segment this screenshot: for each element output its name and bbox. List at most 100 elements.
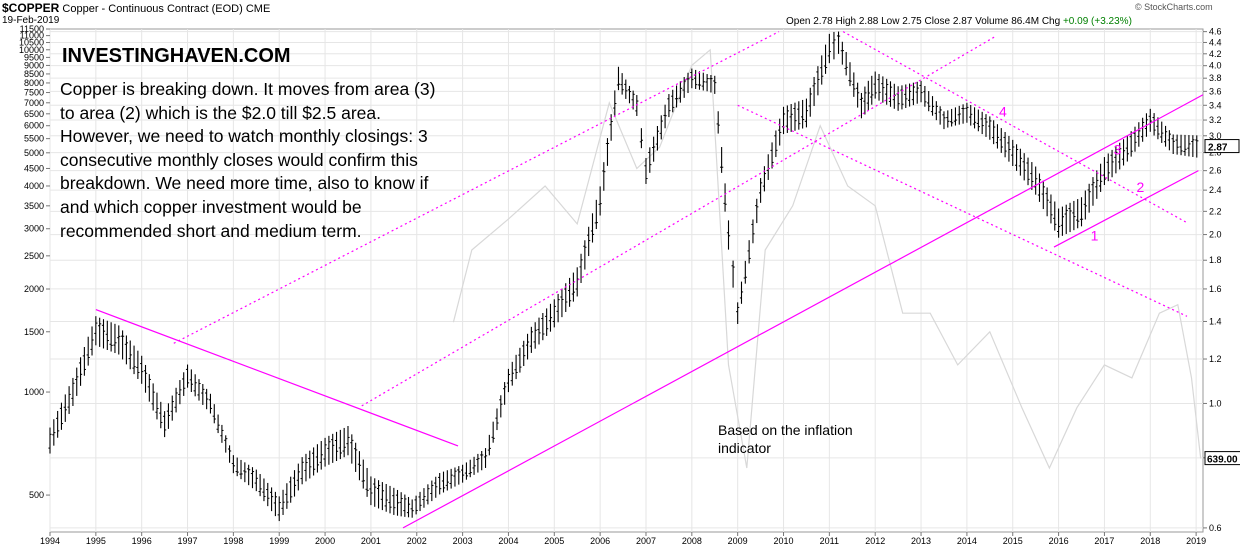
price-bar [705,74,709,92]
price-bar [296,463,300,491]
right-tick-label: 1.4 [1209,316,1222,326]
price-bar [1091,177,1095,206]
note-line: indicator [718,440,771,456]
left-tick-label: 7500 [24,88,44,98]
trendline [361,36,995,407]
right-tick-label: 3.2 [1209,115,1222,125]
comment-line: Copper is breaking down. It moves from a… [60,79,436,99]
price-bar [334,431,339,462]
right-tick-label: 3.8 [1209,73,1222,83]
price-bar [1171,134,1175,155]
brand-title: INVESTINGHAVEN.COM [62,45,291,67]
price-bar [560,288,564,318]
price-bar [373,478,377,507]
price-bar [627,85,632,104]
price-bar [476,453,480,473]
price-bar [357,451,362,481]
price-bar [75,367,79,396]
price-bar [1076,199,1080,229]
left-tick-label: 2000 [24,284,44,294]
price-bar [205,388,209,410]
price-bar [392,487,396,515]
price-bar [292,470,297,497]
overlay-last-box [1204,451,1240,466]
price-bar [682,77,686,98]
price-bar [449,468,453,489]
price-bar [950,108,954,127]
price-bar [856,82,860,108]
area-label-4: 4 [999,103,1007,119]
price-bar [583,240,587,270]
price-bar [346,425,350,456]
left-tick-label: 5000 [24,148,44,158]
price-bar [988,116,992,140]
price-bar [117,325,121,355]
price-bar [403,494,407,517]
price-bar [1133,126,1137,152]
price-bar [1167,130,1171,151]
left-tick-label: 10500 [19,38,44,48]
price-bar [816,66,820,96]
price-bar [984,114,988,137]
price-bar [690,68,694,89]
price-bar [1083,190,1087,220]
x-tick-label: 1998 [223,536,243,546]
price-bar [1179,134,1183,156]
price-bar [124,335,129,365]
price-bar [445,470,449,491]
price-bar [1007,135,1011,162]
price-bar [410,499,414,518]
price-bar [208,393,213,414]
price-bar [778,118,782,146]
open-label: Open [786,16,811,27]
price-bar [174,387,178,413]
price-bar [930,96,935,116]
price-bar [739,281,744,304]
x-tick-label: 2017 [1094,536,1114,546]
price-bar [934,101,938,121]
price-bar [193,374,197,397]
inflation-indicator-line [452,48,1202,470]
note-line: Based on the inflation [718,422,853,438]
price-bar [369,476,373,506]
comment-line: consecutive monthly closes would confirm… [60,149,418,170]
symbol: $COPPER [2,1,60,15]
price-bar [873,71,877,99]
chg-value: +0.09 (+3.23%) [1062,16,1132,27]
price-bar [468,459,472,478]
price-bar [613,90,617,116]
price-bar [1195,135,1199,158]
price-bar [840,41,844,65]
price-bar [747,240,751,264]
x-tick-label: 1996 [132,536,152,546]
price-bar [1056,208,1061,238]
price-bar [491,421,495,443]
price-bar [82,346,86,376]
price-bar [426,484,430,505]
price-bar [877,73,881,101]
price-bar [832,31,836,60]
left-tick-label: 6500 [24,109,44,119]
price-bar [1041,180,1045,210]
x-tick-label: 2006 [590,536,610,546]
x-tick-label: 2004 [498,536,518,546]
price-bar [999,128,1003,153]
close-value: 2.87 [952,16,973,27]
price-bar [1003,132,1007,158]
price-bar [98,317,102,347]
price-bar [770,142,774,169]
price-bar [518,347,522,373]
right-tick-label: 1.2 [1209,354,1222,364]
price-bar [797,101,801,130]
price-bar [1156,117,1160,140]
price-bar [319,441,323,470]
trendline [402,94,1204,529]
high-value: 2.88 [858,16,879,27]
price-bar [247,464,251,486]
right-tick-label: 4.6 [1209,27,1222,37]
left-tick-label: 1000 [24,387,44,397]
price-bar [904,84,908,108]
price-bar [128,340,132,370]
price-bar [434,476,438,498]
price-bar [201,384,205,405]
